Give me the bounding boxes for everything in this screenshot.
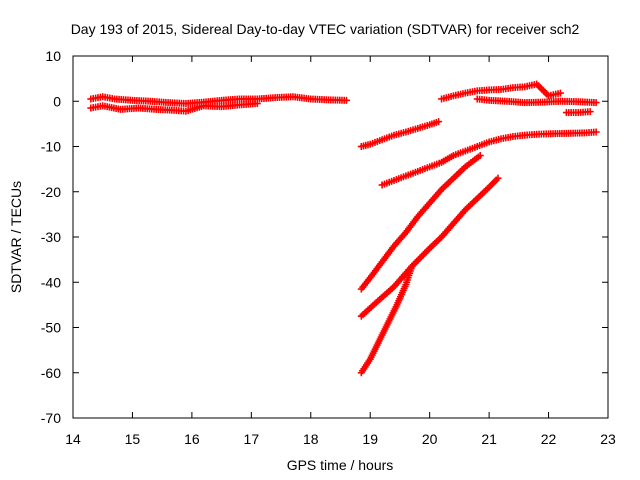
y-tick-label: -10 [41,139,61,155]
data-point-marker [592,99,600,107]
data-point-marker [476,152,484,160]
data-point-marker [342,96,350,104]
data-point-marker [253,100,261,108]
y-tick-label: -30 [41,229,61,245]
x-tick-label: 19 [362,431,378,447]
x-tick-label: 23 [600,431,616,447]
x-tick-label: 15 [125,431,141,447]
data-point-marker [586,108,594,116]
x-tick-label: 18 [303,431,319,447]
x-tick-label: 17 [244,431,260,447]
x-tick-label: 21 [481,431,497,447]
x-tick-label: 16 [184,431,200,447]
y-tick-label: -70 [41,410,61,426]
y-tick-label: 10 [45,48,61,64]
x-tick-label: 20 [422,431,438,447]
chart-title: Day 193 of 2015, Sidereal Day-to-day VTE… [71,21,580,37]
data-point-marker [592,128,600,136]
plot-frame [72,55,609,419]
data-markers [87,80,600,377]
y-tick-label: 0 [53,93,61,109]
data-point-marker [494,174,502,182]
data-point-marker [435,118,443,126]
data-point-marker [408,262,416,270]
y-tick-label: -20 [41,184,61,200]
x-tick-label: 14 [65,431,81,447]
y-tick-label: -50 [41,320,61,336]
y-tick-label: -40 [41,274,61,290]
x-axis-label: GPS time / hours [287,457,394,473]
y-tick-label: -60 [41,365,61,381]
y-axis-ticks: 10 0 -10 -20 -30 -40 -50 -60 -70 [41,48,608,426]
x-axis-ticks: 14 15 16 17 18 19 20 21 22 23 [65,56,616,447]
y-axis-label: SDTVAR / TECUs [8,181,24,293]
x-tick-label: 22 [541,431,557,447]
data-point-marker [556,89,564,97]
